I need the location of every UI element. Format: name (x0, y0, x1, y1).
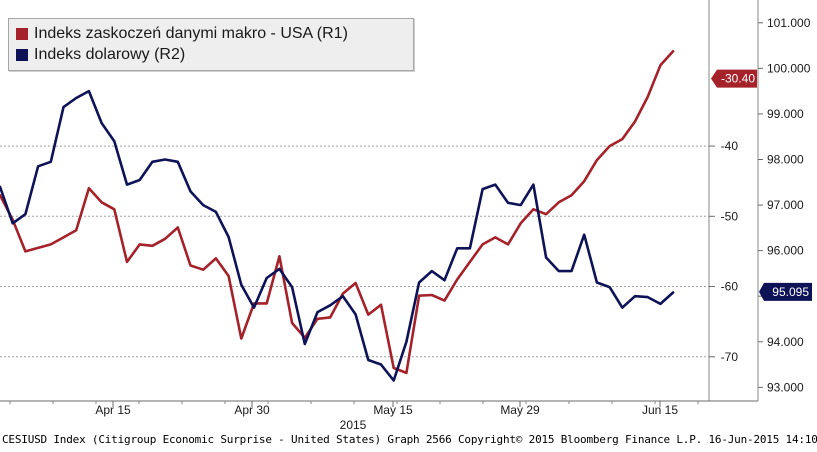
x-tick-label: May 15 (373, 403, 413, 417)
legend-entry-r1: Indeks zaskoczeń danymi makro - USA (R1) (16, 23, 348, 45)
x-year-label: 2015 (340, 418, 367, 432)
r2-tick-label: 97.000 (767, 198, 804, 212)
legend-swatch-r2 (16, 49, 28, 61)
r2-tick-label: 93.000 (767, 380, 804, 394)
r1-last-value-tag (711, 69, 757, 88)
r1-tick-label: -40 (721, 139, 739, 153)
x-tick-label: Apr 30 (234, 403, 270, 417)
r2-last-value-label: 95.095 (772, 285, 809, 299)
footer-source-text: CESIUSD Index (Citigroup Economic Surpri… (2, 433, 817, 446)
x-tick-label: Jun 15 (642, 403, 678, 417)
r2-last-value-tag (759, 282, 812, 301)
legend-swatch-r1 (16, 28, 28, 40)
r2-tick-label: 96.000 (767, 244, 804, 258)
x-tick-label: May 29 (500, 403, 540, 417)
chart-legend: Indeks zaskoczeń danymi makro - USA (R1)… (8, 18, 414, 71)
series-line-r1 (0, 50, 675, 375)
r1-tick-label: -60 (721, 280, 739, 294)
r1-tick-label: -50 (721, 209, 739, 223)
r2-tick-label: 94.000 (767, 335, 804, 349)
legend-label-r2: Indeks dolarowy (R2) (34, 46, 186, 63)
legend-entry-r2: Indeks dolarowy (R2) (16, 44, 185, 66)
r1-tick-label: -70 (721, 350, 739, 364)
r1-last-value-label: -30.40 (721, 72, 755, 86)
r2-tick-label: 98.000 (767, 152, 804, 166)
series-line-r2 (0, 89, 675, 382)
r2-tick-label: 100.000 (767, 61, 811, 75)
r2-tick-label: 99.000 (767, 107, 804, 121)
legend-label-r1: Indeks zaskoczeń danymi makro - USA (R1) (34, 25, 348, 42)
x-tick-label: Apr 15 (95, 403, 131, 417)
r2-tick-label: 101.000 (767, 16, 811, 30)
